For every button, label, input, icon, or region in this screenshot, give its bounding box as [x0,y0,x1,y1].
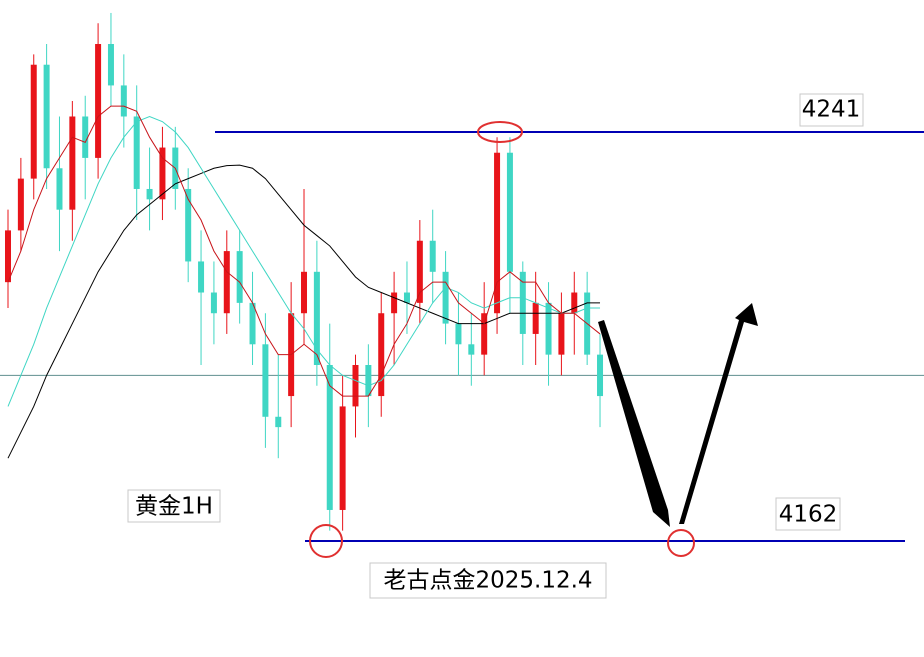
candle-body [223,251,230,314]
candle-body [481,313,488,355]
chart-label: 黄金1H [135,494,213,520]
candle-body [339,406,346,510]
candle-body [82,116,89,158]
candle-body [107,44,114,86]
candle-body [365,365,372,397]
candle-body [95,44,102,158]
candle-body [519,271,526,334]
candle-body [416,240,423,303]
label-box [775,497,841,531]
down-arrow [598,320,670,527]
candle-body [313,271,320,365]
ma-line [7,105,601,397]
candle-body [352,365,359,407]
candle-body [494,152,501,314]
candle-body [69,116,76,210]
ma-line [7,115,601,407]
candle-body [210,292,217,314]
target-marker [667,529,695,557]
up-arrow [679,303,758,524]
candle-body [429,240,436,272]
label-box [369,562,607,599]
low-marker [309,524,343,558]
candle-body [198,261,205,293]
candle-body [468,344,475,355]
candle-body [249,302,256,345]
label-box [127,489,221,523]
candle-body [403,292,410,303]
candle-body [301,271,308,314]
candle-body [532,302,539,334]
candle-body [442,271,449,324]
level-label: 4241 [802,97,861,123]
ma-line [7,164,601,459]
candle-body [146,188,153,200]
candle-body [236,251,243,303]
candle-body [43,64,50,169]
level-label: 4162 [779,502,838,528]
candle-body [262,344,269,417]
candle-body [30,64,37,179]
candle-body [326,365,333,510]
high-marker [477,121,523,143]
candle-body [391,292,398,314]
candle-body [56,168,63,210]
label-box [799,93,864,127]
candle-body [597,354,604,397]
plot [0,12,924,543]
candle-body [275,416,282,428]
candle-body [159,147,166,200]
candle-body [378,313,385,397]
candle-body [545,302,552,355]
candle-body [558,313,565,355]
candle-body [455,323,462,345]
candle-body [185,188,192,262]
candle-body [5,230,11,283]
candle-body [506,152,513,272]
candle-body [17,178,24,231]
author-label: 老古点金2025.12.4 [383,568,592,594]
candle-body [571,292,578,314]
candle-body [120,85,127,117]
candle-body [133,116,140,189]
